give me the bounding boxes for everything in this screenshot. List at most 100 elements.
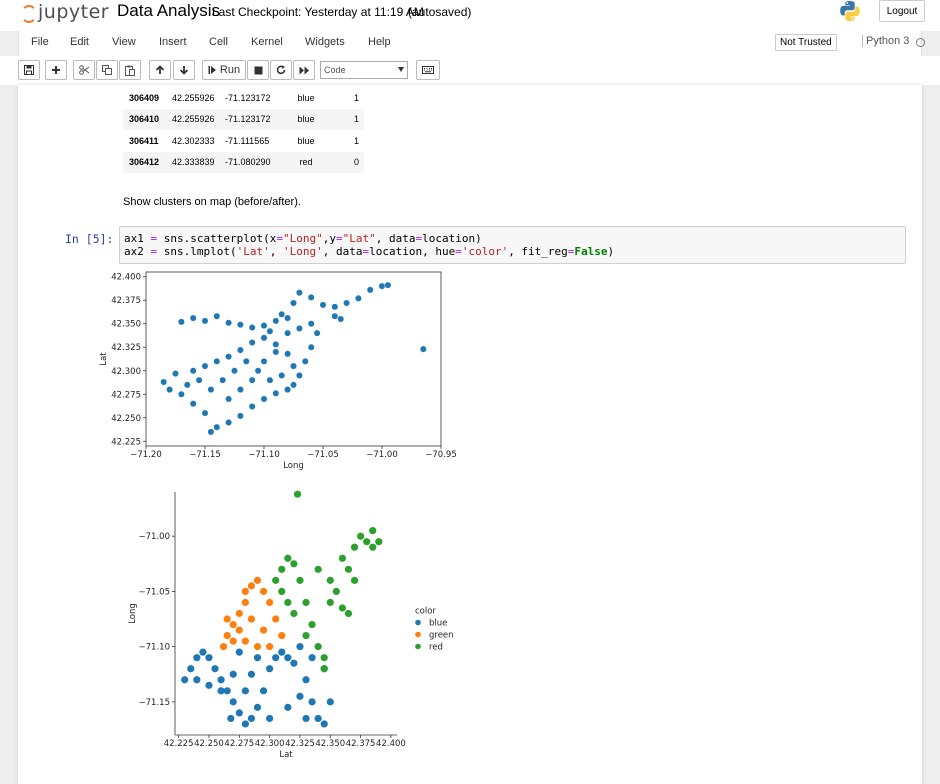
menu-insert[interactable]: Insert [159,36,187,48]
y-tick-label: −71.05 [139,587,170,597]
data-point [343,299,350,307]
data-point [259,626,268,634]
data-point [235,609,243,618]
x-tick-label: 42.325 [285,739,315,749]
data-point [369,527,377,535]
data-point [284,350,291,358]
jupyter-logo-text: jupyter [38,1,110,23]
data-point [295,325,303,332]
data-point [247,670,256,678]
data-point [320,665,328,673]
copy-icon [102,65,112,75]
save-button[interactable] [18,60,40,80]
restart-run-all-button[interactable] [293,60,315,80]
restart-button[interactable] [270,60,292,80]
data-point [253,576,262,584]
data-point [183,381,191,389]
logout-button[interactable]: Logout [879,0,925,22]
dropdown-caret-icon [398,67,404,72]
command-palette-button[interactable] [416,60,440,80]
notebook-name[interactable]: Data Analysis [117,1,220,20]
legend-label: green [429,631,454,641]
data-point [254,367,262,375]
x-tick-label: −71.00 [366,450,397,460]
data-point [199,648,207,656]
table-cell-lat: 42.255926 [172,92,215,103]
data-point [236,346,244,354]
stop-icon [254,66,262,74]
data-point [166,386,174,393]
kernel-name: Python 3 [862,35,909,47]
menu-widgets[interactable]: Widgets [305,36,345,48]
fast-forward-icon [299,66,309,74]
data-point [181,676,189,684]
table-cell-lat: 42.302333 [172,135,215,146]
data-point [253,654,262,662]
x-tick-label: −70.95 [425,450,456,460]
data-point [363,538,371,546]
code-editor[interactable]: ax1 = sns.scatterplot(x="Long",y="Lat", … [119,226,906,264]
menu-kernel[interactable]: Kernel [251,36,283,48]
data-point [307,293,315,301]
series-red [272,490,383,673]
paste-button[interactable] [119,60,141,80]
data-point [272,654,280,662]
table-cell-color: blue [297,135,315,146]
data-point [260,334,268,342]
data-point [290,362,297,370]
move-up-button[interactable] [149,60,171,80]
table-cell-long: -71.080290 [220,151,282,173]
data-point [301,357,309,365]
data-point [225,319,233,327]
menu-cell[interactable]: Cell [209,36,228,48]
plot-frame [145,271,442,447]
data-point [248,376,256,384]
data-point [295,289,303,297]
toolbar: Run Code [0,56,940,85]
jupyter-logo[interactable]: jupyter [20,0,109,24]
data-point [229,698,237,706]
data-point [290,659,298,667]
legend-marker [415,631,421,638]
table-cell-index: 306412 [123,151,167,173]
step-forward-icon [208,66,216,74]
data-point [344,609,353,618]
data-point [290,381,297,389]
data-point [266,327,274,335]
notebook-area[interactable]: 306409 42.255926 -71.123172 blue 1 306410 42.2… [18,85,922,784]
data-point [295,372,303,379]
cell-type-value: Code [324,65,346,75]
move-down-button[interactable] [173,60,195,80]
x-tick-label: 42.300 [255,739,285,749]
series-0 [160,281,427,436]
x-tick-label: 42.225 [164,739,194,749]
cut-button[interactable] [73,60,95,80]
data-point [290,299,297,307]
table-cell-index: 306411 [129,135,159,146]
data-point [229,620,237,629]
menu-file[interactable]: File [31,36,49,48]
data-point [219,376,227,384]
data-point [248,339,256,346]
data-point [337,315,345,323]
data-point [296,692,304,700]
interrupt-button[interactable] [247,60,269,80]
markdown-cell[interactable]: Show clusters on map (before/after). [123,196,301,208]
checkpoint-status: Last Checkpoint: Yesterday at 11:19 AM [212,5,424,19]
run-button[interactable]: Run [202,60,246,80]
y-tick-label: −71.15 [139,698,170,708]
insert-cell-button[interactable] [45,60,67,80]
not-trusted-button[interactable]: Not Trusted [775,34,837,51]
scatter-plot-before: −71.20 −71.15 −71.10 −71.05 −71.00 −70.95 42.4… [99,271,457,760]
data-point [229,637,237,645]
menu-view[interactable]: View [112,36,136,48]
data-point [242,357,250,365]
y-axis-label: Lat [99,352,109,366]
data-point [201,362,209,370]
copy-button[interactable] [96,60,118,80]
cell-type-select[interactable]: Code [320,61,408,79]
y-tick-label: 42.250 [111,414,141,424]
menu-edit[interactable]: Edit [70,36,89,48]
menu-help[interactable]: Help [368,36,391,48]
data-point [241,720,249,728]
